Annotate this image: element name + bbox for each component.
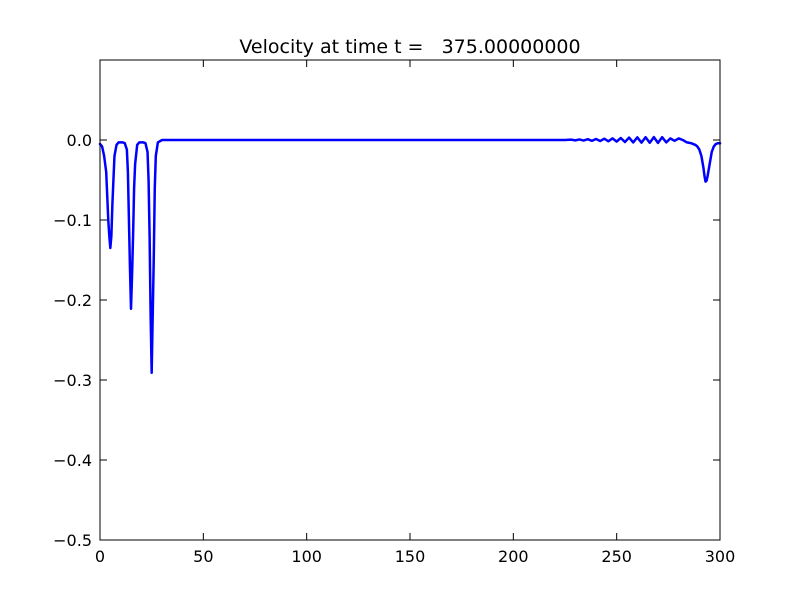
y-tick-label: −0.2 (53, 291, 92, 310)
x-tick-label: 200 (498, 547, 529, 566)
series-line (98, 135, 722, 375)
x-tick-label: 250 (601, 547, 632, 566)
y-tick-label: 0.0 (67, 131, 92, 150)
y-tick-label: −0.5 (53, 531, 92, 550)
plot-area (100, 60, 720, 540)
series-layer (98, 135, 722, 375)
x-tick-label: 50 (193, 547, 213, 566)
x-tick-label: 150 (395, 547, 426, 566)
y-tick-label: −0.4 (53, 451, 92, 470)
plot-frame (99, 59, 721, 541)
chart-title: Velocity at time t = 375.00000000 (239, 36, 580, 58)
x-tick-label: 0 (95, 547, 105, 566)
y-tick-label: −0.3 (53, 371, 92, 390)
x-tick-label: 100 (291, 547, 322, 566)
x-tick-label: 300 (705, 547, 736, 566)
y-tick-label: −0.1 (53, 211, 92, 230)
